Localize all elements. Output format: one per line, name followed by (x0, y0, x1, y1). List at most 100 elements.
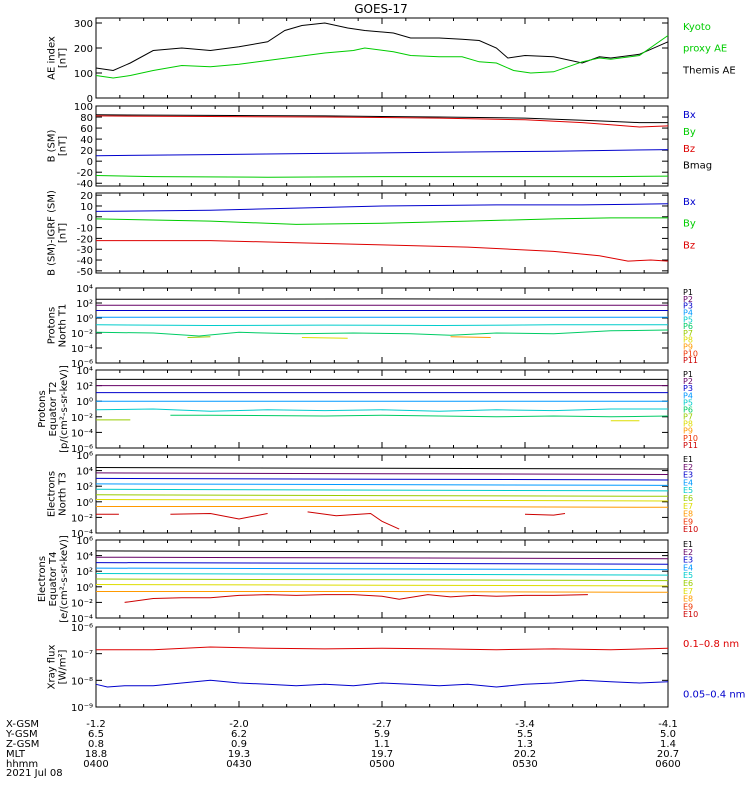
y-tick-label: 300 (74, 19, 93, 30)
legend-entry: 0.05–0.4 nm (683, 689, 745, 700)
series-pe-4 (95, 408, 668, 412)
orbit-value: -4.1 (658, 719, 678, 730)
orbit-row-label: hhmm (6, 759, 38, 770)
y-tick-label: 10⁻² (71, 513, 93, 524)
y-axis-label: [nT] (58, 223, 69, 243)
y-tick-label: 0 (87, 94, 93, 105)
legend-entry: P9 (683, 427, 693, 436)
y-tick-label: 10⁻² (71, 598, 93, 609)
y-axis-label: [nT] (58, 48, 69, 68)
series-pn-4 (95, 324, 668, 327)
y-tick-label: 10⁶ (76, 451, 93, 462)
y-tick-label: 10⁻⁴ (71, 344, 93, 355)
panel-ee: 10⁶ 10⁴ 10² 10⁰ 10⁻² 10⁻⁴ Electrons Equator T4[… (37, 535, 698, 625)
y-tick-label: 10⁴ (76, 284, 93, 295)
legend-entry: Bz (683, 240, 695, 251)
y-tick-label: 10⁴ (76, 552, 93, 563)
series-ee-1 (95, 556, 669, 560)
legend-entry: E1 (683, 455, 693, 464)
series-en-9 (170, 512, 268, 520)
orbit-row-label: Y-GSM (5, 729, 38, 740)
series-en-10 (307, 511, 400, 530)
legend-entry: E4 (683, 563, 693, 572)
legend-entry: 0.1–0.8 nm (683, 639, 739, 650)
y-axis-label: B (SM) (47, 129, 58, 162)
y-tick-label: 10² (76, 382, 93, 393)
orbit-value: 0530 (512, 759, 537, 770)
orbit-row-label: X-GSM (6, 719, 39, 730)
legend-entry: By (683, 127, 696, 138)
legend-entry: E5 (683, 486, 693, 495)
legend-entry: E9 (683, 602, 693, 611)
legend-entry: P3 (683, 384, 693, 393)
y-tick-label: 0 (87, 213, 93, 224)
legend-entry: P5 (683, 315, 693, 324)
legend-entry: E9 (683, 517, 693, 526)
y-tick-label: 10⁻⁶ (71, 623, 93, 634)
y-tick-label: 10⁻⁴ (71, 529, 93, 540)
series-pn-7 (301, 337, 348, 339)
series-en-1 (95, 472, 669, 475)
y-tick-label: 10² (76, 567, 93, 578)
legend-entry: E6 (683, 579, 693, 588)
series-bsm-3 (95, 175, 669, 178)
series-pe-5 (170, 414, 669, 418)
legend-entry: P7 (683, 329, 693, 338)
orbit-value: 19.3 (228, 749, 250, 760)
orbit-value: 5.5 (517, 729, 533, 740)
series-pn-6 (187, 336, 211, 338)
series-ee-4 (95, 573, 669, 576)
legend-entry: E7 (683, 587, 693, 596)
series-en-6 (95, 499, 669, 502)
series-bsm-1 (95, 115, 669, 128)
orbit-row-label: MLT (6, 749, 26, 760)
series-bigrf-1 (95, 217, 668, 225)
legend-entry: By (683, 219, 696, 230)
y-axis-label: Protons (47, 307, 58, 344)
y-tick-label: 10⁶ (76, 536, 93, 547)
orbit-value: 19.7 (371, 749, 393, 760)
y-axis-label: [p/(cm²-s-sr-keV)] (59, 365, 70, 453)
y-tick-label: 10 (80, 202, 93, 213)
panel-ae: 0 100 200 300 AE index [nT] Kyoto proxy AE Themi… (47, 17, 736, 105)
y-axis-label: Equator T4 (48, 552, 59, 607)
legend-entry: E2 (683, 463, 693, 472)
y-tick-label: 10⁻⁷ (71, 650, 93, 661)
orbit-value: 18.8 (85, 749, 107, 760)
legend-entry: P4 (683, 308, 693, 317)
series-en-4 (95, 488, 669, 492)
y-axis-label: B (SM)-IGRF (SM) (47, 190, 58, 276)
orbit-value: 0500 (369, 759, 394, 770)
orbit-value: 0600 (655, 759, 680, 770)
legend-entry: P5 (683, 398, 693, 407)
y-tick-label: 10⁻⁴ (71, 428, 93, 439)
series-en-3 (95, 483, 669, 486)
series-pn-8 (450, 336, 491, 338)
legend-entry: E3 (683, 556, 693, 565)
y-tick-label: 60 (80, 124, 93, 135)
series-bsm-2 (95, 149, 669, 157)
y-axis-label: AE index (47, 36, 58, 80)
legend-entry: E5 (683, 571, 693, 580)
panel-frame (95, 369, 669, 449)
y-axis-label: Xray flux (47, 645, 58, 690)
series-bigrf-0 (95, 203, 669, 212)
y-tick-label: 10⁴ (76, 366, 93, 377)
y-axis-label: Protons (37, 390, 48, 427)
y-axis-label: North T3 (58, 472, 69, 516)
y-tick-label: 10⁻² (71, 413, 93, 424)
y-tick-label: -40 (77, 179, 93, 190)
orbit-value: 0430 (226, 759, 251, 770)
y-tick-label: 10² (76, 299, 93, 310)
orbit-row-label: Z-GSM (6, 739, 39, 750)
legend-entry: Bx (683, 110, 696, 121)
y-tick-label: 10⁻⁸ (71, 676, 93, 687)
legend-entry: P1 (683, 370, 693, 379)
legend-entry: proxy AE (683, 44, 727, 55)
series-en-11 (524, 513, 566, 516)
orbit-value: 1.3 (517, 739, 533, 750)
orbit-value: 6.5 (88, 729, 104, 740)
